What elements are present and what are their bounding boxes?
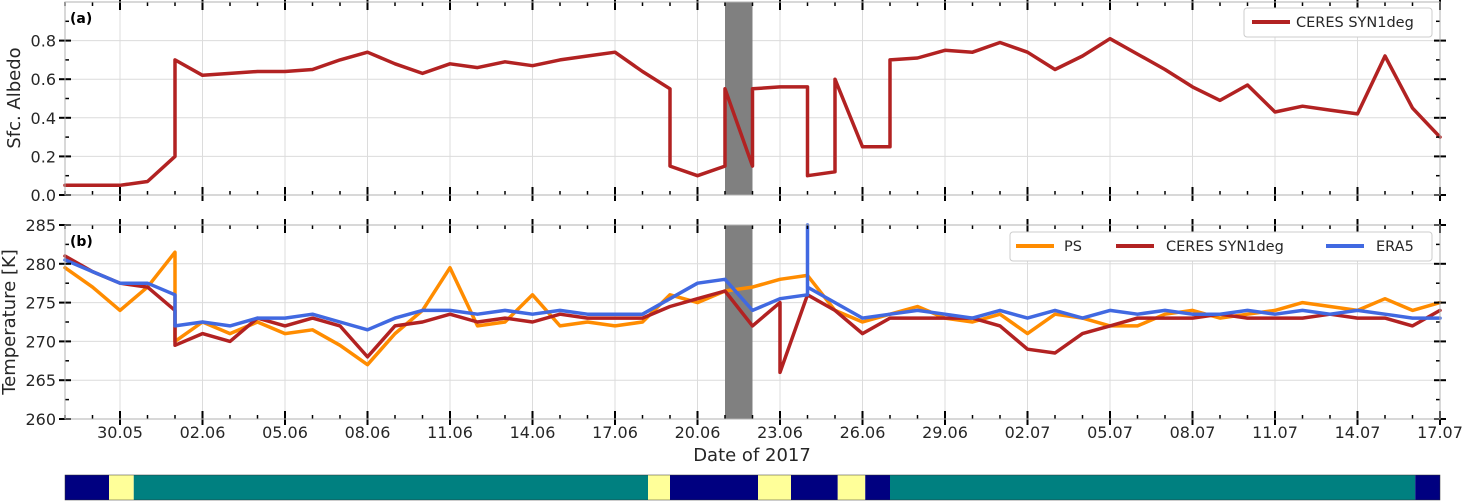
x-tick-label: 11.06: [427, 423, 473, 442]
y-tick-label: 275: [25, 294, 56, 313]
panel-a-y-tick-labels: 0.0 0.2 0.4 0.6 0.8: [31, 32, 56, 205]
panel-b-lines: [63, 223, 1442, 375]
x-tick-label: 02.07: [1005, 423, 1051, 442]
legend-label-ceres-b: CERES SYN1deg: [1166, 239, 1284, 255]
y-tick-label: 0.0: [31, 186, 56, 205]
strip-segment: [837, 475, 866, 500]
y-tick-label: 0.8: [31, 32, 56, 51]
panel-b-legend: PS CERES SYN1deg ERA5: [1009, 231, 1433, 262]
strip-segment: [65, 475, 109, 500]
y-tick-label: 260: [25, 410, 56, 429]
panel-b-frame: [64, 224, 1441, 420]
series-line-era5: [63, 223, 1442, 332]
strip-segment: [1415, 475, 1440, 500]
x-tick-label: 29.06: [922, 423, 968, 442]
y-tick-label: 0.4: [31, 109, 56, 128]
x-tick-label: 23.06: [757, 423, 803, 442]
x-tick-label: 08.06: [345, 423, 391, 442]
strip-segment: [758, 475, 791, 500]
x-tick-label: 14.07: [1335, 423, 1381, 442]
y-tick-label: 285: [25, 216, 56, 235]
panel-a-frame: [64, 1, 1441, 196]
panel-a-label: (a): [70, 11, 92, 27]
x-tick-label: 05.07: [1087, 423, 1133, 442]
y-tick-label: 265: [25, 371, 56, 390]
legend-label-ps: PS: [1064, 239, 1082, 255]
strip-segment: [890, 475, 1416, 500]
x-tick-label: 17.07: [1417, 423, 1463, 442]
strip-segment: [791, 475, 838, 500]
category-strip: [64, 474, 1441, 501]
panel-a-y-axis-label: Sfc. Albedo: [4, 47, 25, 148]
x-tick-label: 30.05: [97, 423, 143, 442]
panel-b-y-tick-labels: 260 265 270 275 280 285: [25, 216, 56, 429]
series-line-ceres-syn1deg: [63, 36, 1442, 188]
panel-b: 260 265 270 275 280 285 30.05 02.06 05.06 08.06 1…: [0, 216, 1463, 466]
x-tick-label: 17.06: [592, 423, 638, 442]
x-tick-label: 11.07: [1252, 423, 1298, 442]
x-tick-label: 26.06: [840, 423, 886, 442]
panel-b-legend-box: [1009, 231, 1433, 262]
y-tick-label: 0.2: [31, 147, 56, 166]
x-tick-label: 14.06: [510, 423, 556, 442]
x-axis-label: Date of 2017: [693, 445, 811, 466]
strip-segment: [109, 475, 134, 500]
legend-label-era5: ERA5: [1376, 239, 1414, 255]
panel-b-label: (b): [70, 234, 93, 250]
panel-a-lines: [63, 36, 1442, 188]
strip-segment: [648, 475, 670, 500]
panel-b-x-tick-labels: 30.05 02.06 05.06 08.06 11.06 14.06 17.06 20.06…: [97, 423, 1463, 442]
panel-a-legend-box: [1243, 7, 1433, 38]
y-tick-label: 270: [25, 332, 56, 351]
strip-frame: [64, 474, 1441, 501]
panel-a: 0.0 0.2 0.4 0.6 0.8 (a) Sfc. Albedo CERES SY…: [4, 0, 1446, 205]
legend-label-ceres-a: CERES SYN1deg: [1296, 15, 1414, 31]
x-tick-label: 02.06: [180, 423, 226, 442]
strip-segment: [133, 475, 648, 500]
series-line-ceres-syn1deg: [63, 254, 1442, 375]
panel-b-y-axis-label: Temperature [K]: [0, 249, 20, 396]
y-tick-label: 280: [25, 255, 56, 274]
panel-a-legend: CERES SYN1deg: [1243, 7, 1433, 38]
x-tick-label: 20.06: [675, 423, 721, 442]
y-tick-label: 0.6: [31, 70, 56, 89]
strip-segment: [670, 475, 758, 500]
panel-b-ticks: [59, 219, 1446, 425]
strip-segment: [865, 475, 890, 500]
x-tick-label: 05.06: [262, 423, 308, 442]
x-tick-label: 08.07: [1170, 423, 1216, 442]
